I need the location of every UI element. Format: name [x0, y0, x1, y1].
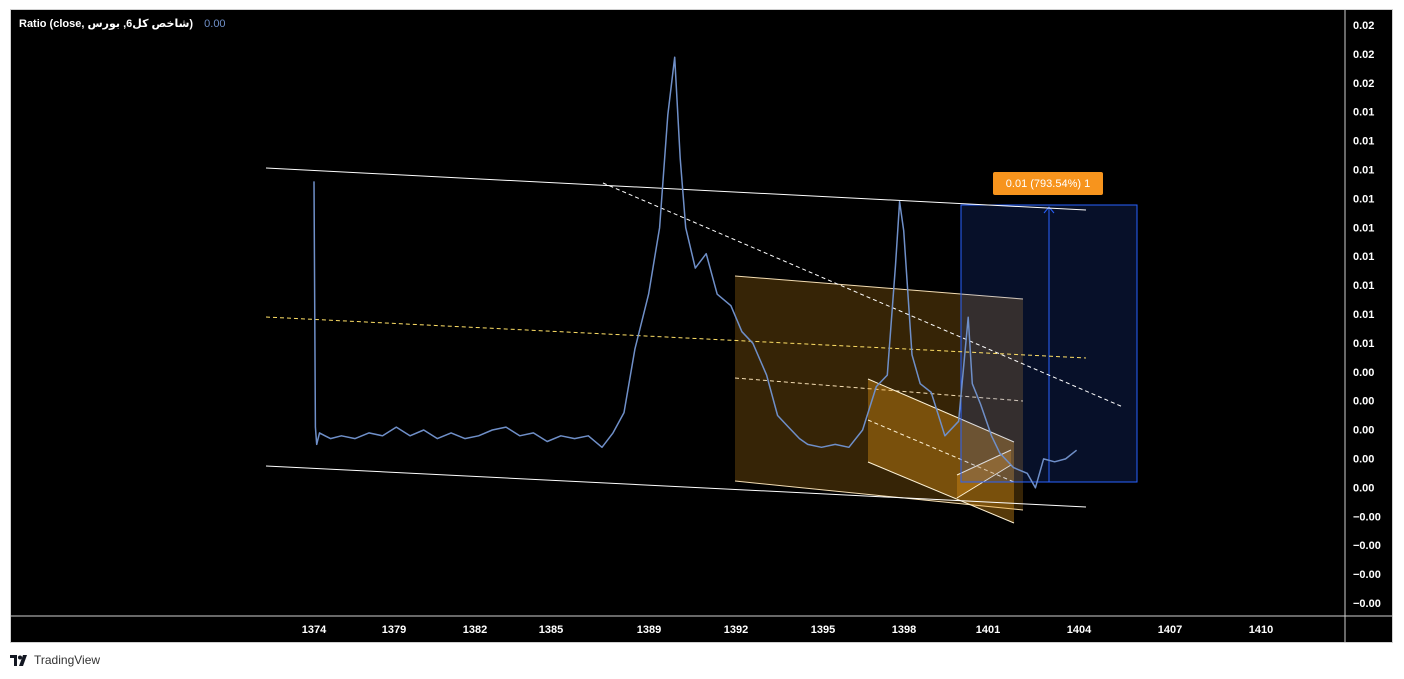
orange-zone-midline [734, 377, 1024, 402]
brand-name: TradingView [34, 653, 101, 667]
x-tick-label: 1404 [1067, 624, 1092, 636]
measure-label[interactable]: 0.01 (793.54%) 1 [993, 172, 1103, 195]
small-zone-midline [867, 419, 1015, 483]
x-tick-label: 1374 [302, 624, 327, 636]
x-tick-label: 1395 [811, 624, 835, 636]
channel-lower-line[interactable] [265, 465, 1087, 508]
measure-label-text: 0.01 (793.54%) 1 [1006, 178, 1090, 190]
x-tick-label: 1410 [1249, 624, 1273, 636]
rising-mini-channel[interactable] [957, 450, 1011, 498]
y-tick-label: −0.00 [1353, 598, 1381, 610]
y-tick-label: 0.01 [1353, 193, 1374, 205]
orange-zone-lower-line [734, 480, 1024, 511]
chart-canvas[interactable]: 0.02 0.02 0.02 0.01 0.01 0.01 0.01 0.01 0.01 0.01… [11, 10, 1392, 642]
orange-channel-zone[interactable] [735, 276, 1023, 510]
y-tick-label: 0.00 [1353, 454, 1374, 466]
y-tick-label: 0.01 [1353, 136, 1374, 148]
x-tick-label: 1389 [637, 624, 661, 636]
y-tick-label: 0.01 [1353, 251, 1374, 263]
y-tick-label: 0.02 [1353, 78, 1374, 90]
y-tick-label: 0.00 [1353, 425, 1374, 437]
channel-midline[interactable] [265, 316, 1087, 359]
x-tick-label: 1379 [382, 624, 406, 636]
legend-value: 0.00 [204, 18, 226, 30]
y-tick-label: 0.01 [1353, 222, 1374, 234]
x-tick-label: 1382 [463, 624, 487, 636]
series-layer [313, 56, 1078, 489]
y-tick-label: 0.02 [1353, 49, 1374, 61]
tradingview-logo-icon [10, 654, 27, 666]
measure-label-box [993, 172, 1103, 195]
y-tick-label: 0.00 [1353, 396, 1374, 408]
price-axis[interactable]: 0.02 0.02 0.02 0.01 0.01 0.01 0.01 0.01 0.01 0.01… [1353, 20, 1381, 610]
y-tick-label: −0.00 [1353, 569, 1381, 581]
time-axis[interactable]: 1374 1379 1382 1385 1389 1392 1395 1398 1401 1404… [302, 624, 1273, 636]
x-tick-label: 1398 [892, 624, 916, 636]
y-tick-label: 0.01 [1353, 280, 1374, 292]
small-zone-lower-line [867, 461, 1015, 524]
channel-upper-line[interactable] [265, 167, 1087, 211]
x-tick-label: 1407 [1158, 624, 1182, 636]
y-tick-label: 0.01 [1353, 165, 1374, 177]
chart-frame: 0.02 0.02 0.02 0.01 0.01 0.01 0.01 0.01 0.01 0.01… [10, 9, 1393, 643]
plot-background [11, 10, 1392, 642]
y-tick-label: −0.00 [1353, 540, 1381, 552]
y-tick-label: 0.00 [1353, 367, 1374, 379]
y-tick-label: 0.01 [1353, 107, 1374, 119]
y-tick-label: 0.02 [1353, 20, 1374, 32]
rising-channel-upper-line [956, 449, 1012, 476]
y-tick-label: 0.00 [1353, 482, 1374, 494]
peak-trendline[interactable] [602, 182, 1124, 408]
ratio-series-line[interactable] [313, 56, 1078, 489]
x-tick-label: 1401 [976, 624, 1000, 636]
y-tick-label: 0.01 [1353, 338, 1374, 350]
legend-label: Ratio (close, شاخص کل6, بورس) [19, 18, 194, 30]
series-legend[interactable]: Ratio (close, شاخص کل6, بورس) 0.00 [19, 17, 226, 30]
y-tick-label: 0.01 [1353, 309, 1374, 321]
y-tick-label: −0.00 [1353, 511, 1381, 523]
brand[interactable]: TradingView [10, 653, 100, 667]
projection-arrow-head [1043, 206, 1055, 214]
x-tick-label: 1385 [539, 624, 563, 636]
drawing-zones [734, 204, 1138, 524]
trend-lines [265, 167, 1124, 508]
orange-zone-upper-line [734, 275, 1024, 300]
x-tick-label: 1392 [724, 624, 748, 636]
